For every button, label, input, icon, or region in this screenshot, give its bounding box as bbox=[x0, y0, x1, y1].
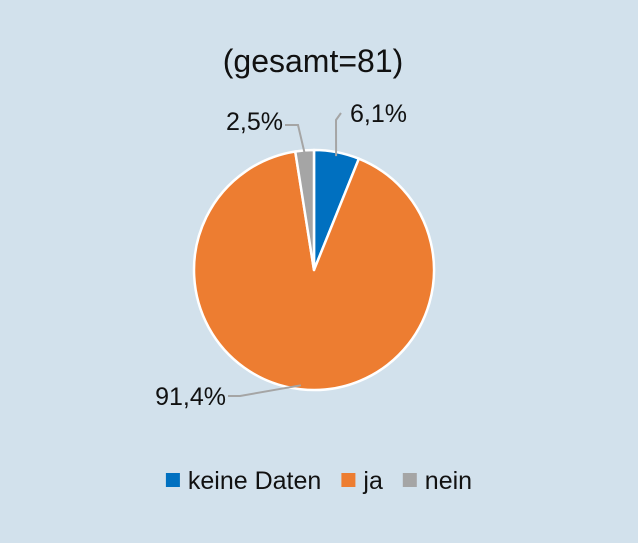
leader-line-keine-daten bbox=[334, 112, 342, 157]
legend-label-ja: ja bbox=[362, 467, 383, 495]
legend: keine Daten ja nein bbox=[165, 467, 472, 495]
leader-line-ja bbox=[228, 384, 302, 397]
legend-label-nein: nein bbox=[425, 467, 472, 495]
data-label-nein: 2,5% bbox=[226, 108, 283, 136]
legend-swatch-ja bbox=[341, 473, 356, 487]
data-labels: 6,1% 91,4% 2,5% bbox=[155, 100, 407, 411]
legend-swatch-keine-daten bbox=[165, 473, 180, 487]
legend-swatch-nein bbox=[402, 473, 417, 487]
data-label-keine-daten: 6,1% bbox=[350, 100, 407, 128]
leader-lines bbox=[228, 112, 342, 397]
legend-label-keine-daten: keine Daten bbox=[188, 467, 321, 495]
leader-line-nein bbox=[285, 124, 306, 155]
chart-title: (gesamt=81) bbox=[223, 43, 404, 79]
pie-slices bbox=[192, 148, 436, 392]
data-label-ja: 91,4% bbox=[155, 383, 226, 411]
